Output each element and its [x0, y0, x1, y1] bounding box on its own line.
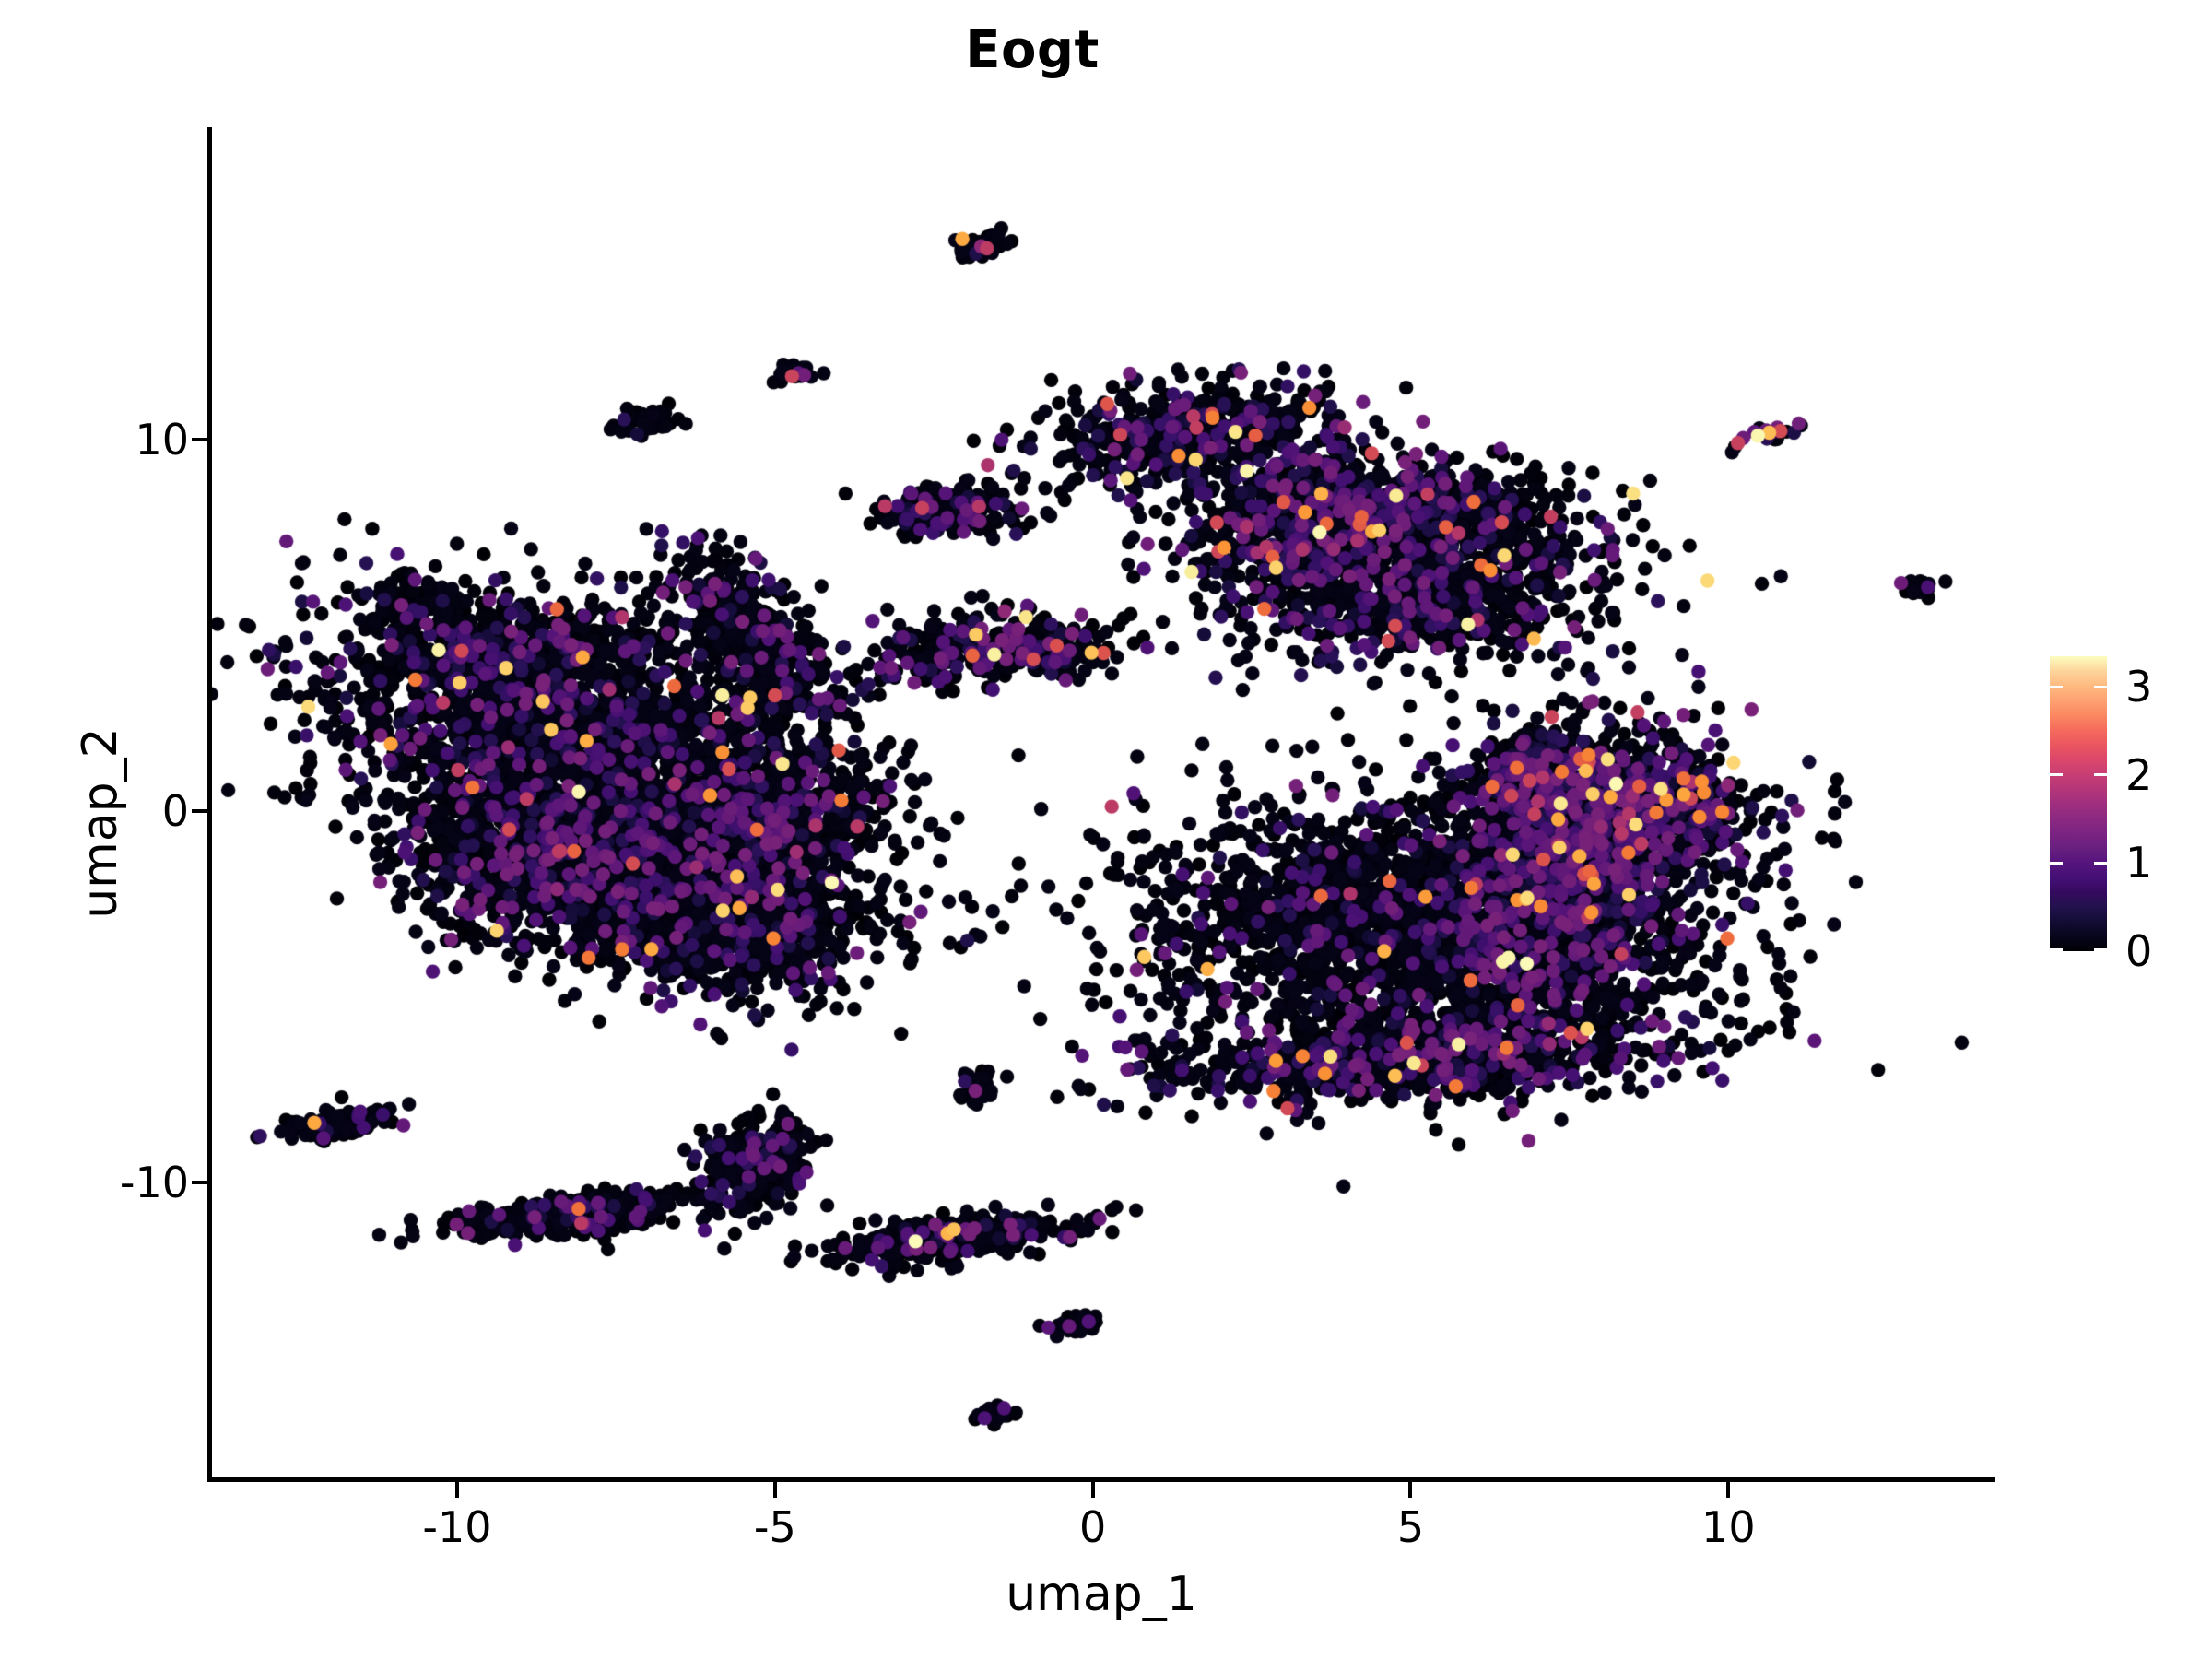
colorbar-gradient [2050, 656, 2107, 951]
colorbar-tick-mark [2050, 861, 2063, 865]
page-title: Eogt [965, 20, 1100, 80]
colorbar-tick-mark [2094, 948, 2107, 951]
colorbar-tick-mark [2094, 773, 2107, 777]
x-tick-label: -5 [753, 1502, 796, 1552]
y-tick-mark [192, 809, 207, 814]
x-tick-mark [1408, 1482, 1413, 1498]
umap-scatter-points [209, 127, 1995, 1480]
colorbar-tick-mark [2094, 685, 2107, 688]
x-tick-mark [1090, 1482, 1095, 1498]
x-tick-mark [772, 1482, 777, 1498]
x-axis-spine [207, 1477, 1995, 1482]
colorbar-tick-mark [2050, 948, 2063, 951]
colorbar-tick-label: 3 [2125, 662, 2153, 712]
colorbar-tick-label: 1 [2125, 838, 2153, 888]
colorbar-tick-mark [2050, 685, 2063, 688]
x-tick-mark [454, 1482, 459, 1498]
x-tick-label: 10 [1701, 1502, 1756, 1552]
x-tick-label: 5 [1396, 1502, 1425, 1552]
x-tick-label: -10 [422, 1502, 492, 1552]
colorbar: 0 1 2 3 [2050, 656, 2152, 976]
y-axis-label: umap_2 [73, 727, 128, 919]
colorbar-tick-mark [2094, 861, 2107, 865]
x-tick-mark [1726, 1482, 1731, 1498]
colorbar-tick-label: 2 [2125, 749, 2153, 800]
y-tick-label: 0 [161, 786, 189, 837]
y-tick-label: -10 [119, 1158, 189, 1208]
y-tick-mark [192, 1181, 207, 1185]
colorbar-tick-label: 0 [2125, 926, 2153, 976]
x-tick-label: 0 [1079, 1502, 1107, 1552]
y-tick-label: 10 [135, 414, 189, 465]
plot-area [209, 127, 1995, 1480]
y-tick-mark [192, 437, 207, 441]
y-axis-spine [207, 127, 212, 1482]
colorbar-tick-mark [2050, 773, 2063, 777]
x-axis-label: umap_1 [1006, 1567, 1197, 1622]
